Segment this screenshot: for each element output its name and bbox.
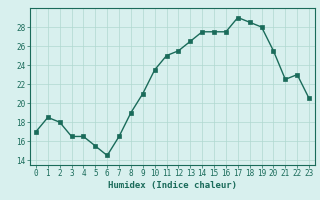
X-axis label: Humidex (Indice chaleur): Humidex (Indice chaleur) xyxy=(108,181,237,190)
